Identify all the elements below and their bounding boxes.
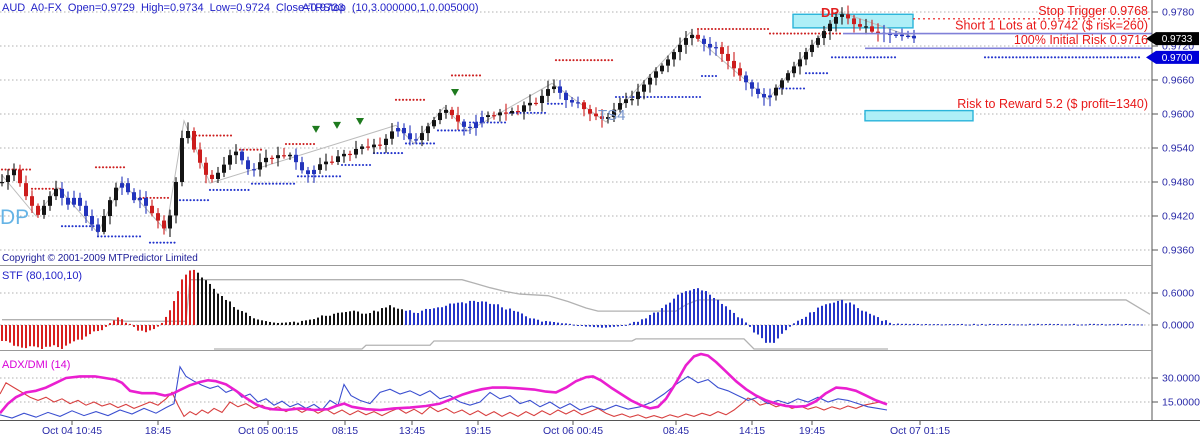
time-axis-label: 18:45 — [145, 425, 171, 437]
down-arrow-icon — [451, 89, 459, 97]
price-axis-labels: 0.97800.97200.96600.96000.95400.94800.94… — [1152, 7, 1200, 409]
stop-trigger-label: Stop Trigger 0.9768 — [1038, 4, 1148, 18]
price-axis-label: 0.9540 — [1162, 143, 1194, 155]
risk-reward-label: Risk to Reward 5.2 ($ profit=1340) — [957, 97, 1148, 111]
plus-di-line — [0, 365, 888, 419]
price-axis-label: 0.9420 — [1162, 211, 1194, 223]
price-tag — [1146, 50, 1199, 64]
axis-frame — [0, 0, 1200, 421]
short-entry-label: Short 1 Lots at 0.9742 ($ risk=260) — [955, 19, 1148, 33]
price-tag-value: 0.9733 — [1162, 34, 1193, 45]
price-axis-label: 0.9360 — [1162, 245, 1194, 257]
candlesticks — [0, 5, 916, 238]
minus-di-line — [0, 382, 888, 419]
time-axis-label: 08:15 — [332, 425, 358, 437]
initial-risk-label: 100% Initial Risk 0.9716 — [1014, 33, 1148, 47]
stf-panel-label: STF (80,100,10) — [2, 270, 82, 282]
copyright-text: Copyright © 2001-2009 MTPredictor Limite… — [2, 253, 198, 264]
chart-title: AUD A0-FX Open=0.9729 High=0.9734 Low=0.… — [2, 2, 344, 14]
time-axis-label: Oct 07 01:15 — [890, 425, 950, 437]
price-tag — [1146, 32, 1199, 46]
dp-marker-top: DP — [821, 5, 839, 20]
time-axis-label: 19:15 — [465, 425, 491, 437]
down-arrow-icon — [333, 121, 341, 129]
adx-panel-label: ADX/DMI (14) — [2, 359, 70, 371]
adx-indicator — [0, 352, 888, 419]
price-axis-label: 30.0000 — [1162, 373, 1200, 385]
adx-line — [0, 352, 888, 415]
time-axis-label: 19:45 — [799, 425, 825, 437]
down-arrow-icon — [356, 117, 364, 125]
down-arrow-icon — [312, 125, 320, 133]
time-axis-label: 14:15 — [739, 425, 765, 437]
text-overlays: AUD A0-FX Open=0.9729 High=0.9734 Low=0.… — [0, 2, 1148, 371]
price-axis-label: 0.9600 — [1162, 109, 1194, 121]
stf-lower-envelope — [214, 338, 888, 350]
price-axis-label: 0.0000 — [1162, 320, 1194, 332]
indicator-settings-label: ATRStop (10,3.000000,1,0.005000) — [302, 2, 478, 14]
trade-zones — [792, 13, 974, 122]
time-axis-label: 13:45 — [399, 425, 425, 437]
setup-arrows — [312, 89, 459, 133]
price-axis-label: 0.9780 — [1162, 7, 1194, 19]
atr-stop-dots — [0, 27, 1141, 244]
time-axis-label: 08:45 — [663, 425, 689, 437]
ts4-marker: TS4 — [598, 107, 626, 124]
stf-indicator — [1, 269, 1151, 350]
price-axis-label: 0.6000 — [1162, 288, 1194, 300]
price-axis-label: 15.0000 — [1162, 397, 1200, 409]
time-axis-label: Oct 05 00:15 — [238, 425, 298, 437]
gridlines — [0, 11, 1152, 403]
time-axis-label: Oct 04 10:45 — [42, 425, 102, 437]
price-axis-label: 0.9660 — [1162, 75, 1194, 87]
trade-zone-box — [864, 109, 974, 122]
time-axis-label: Oct 06 00:45 — [543, 425, 603, 437]
price-tag-value: 0.9700 — [1162, 53, 1193, 64]
price-tags: 0.9733 0.9700 — [1146, 32, 1199, 64]
price-axis-label: 0.9480 — [1162, 177, 1194, 189]
trade-lines — [843, 18, 1152, 50]
dp-marker-bottom: DP — [0, 206, 29, 229]
time-axis: Oct 04 10:45 18:45 Oct 05 00:15 08:15 13:45 1… — [42, 420, 950, 437]
